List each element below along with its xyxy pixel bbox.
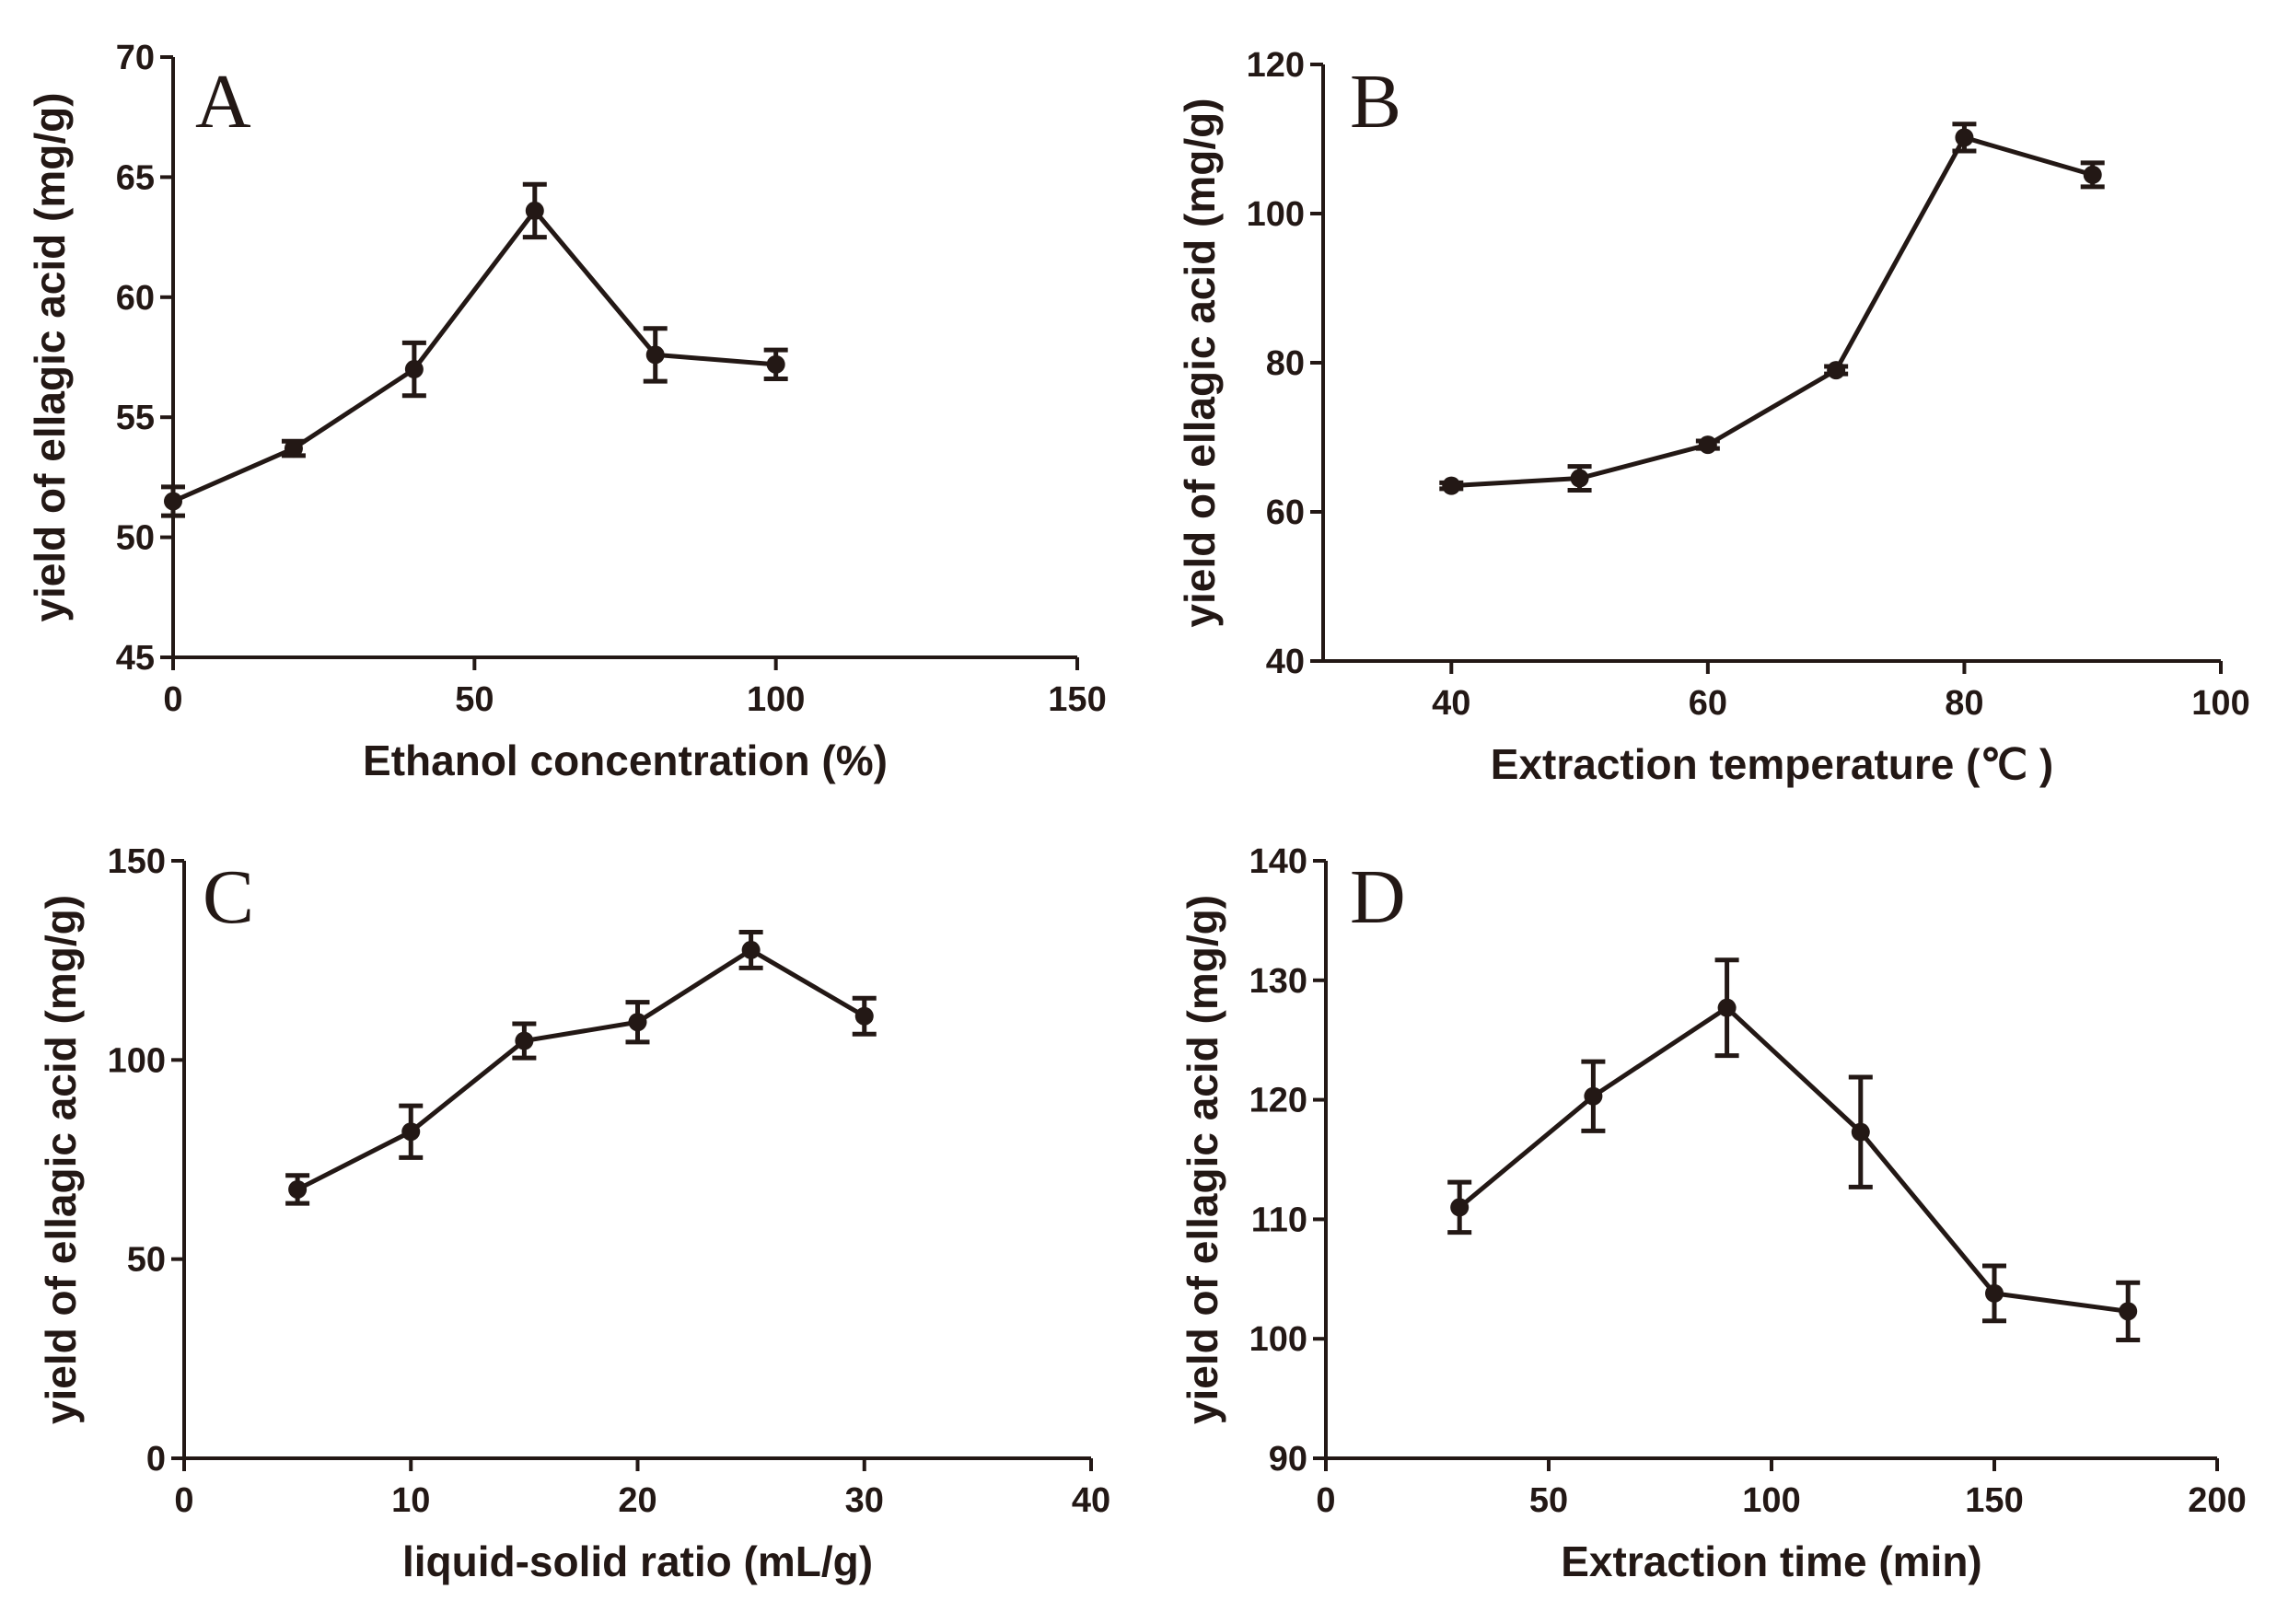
chart-panel-c: 0 50 100 150 0 10 20 30 40 liquid-solid ratio (mL… <box>37 842 1110 1585</box>
y-axis-title: yield of ellagic acid (mg/g) <box>37 895 85 1424</box>
x-tick-label: 40 <box>1072 1481 1110 1520</box>
data-point <box>766 354 785 374</box>
chart-panel-b: 40 60 80 100 120 40 60 80 100 Extraction temperat… <box>1176 46 2250 788</box>
y-tick-label: 100 <box>1247 195 1305 234</box>
x-tick-label: 80 <box>1945 684 1983 723</box>
x-tick-label: 0 <box>174 1481 193 1520</box>
data-point <box>1450 1198 1470 1217</box>
data-point <box>1851 1122 1870 1142</box>
series-line <box>1458 1004 2129 1314</box>
y-tick-label: 55 <box>116 399 155 437</box>
x-tick-label: 100 <box>2191 684 2249 723</box>
panel-letter: D <box>1350 854 1406 940</box>
x-tick-label: 150 <box>1965 1481 2023 1520</box>
y-tick-label: 60 <box>116 279 155 318</box>
data-point <box>628 1013 647 1032</box>
data-point <box>1827 361 1846 380</box>
data-point <box>645 345 665 365</box>
y-tick-label: 90 <box>1269 1440 1307 1479</box>
y-tick-label: 130 <box>1249 962 1307 1001</box>
data-point <box>401 1122 421 1142</box>
data-point <box>2119 1302 2138 1321</box>
data-point <box>1985 1283 2004 1303</box>
panel-letter: B <box>1350 59 1401 145</box>
y-axis-title: yield of ellagic acid (mg/g) <box>1179 895 1226 1424</box>
x-tick-label: 100 <box>1742 1481 1800 1520</box>
y-tick-label: 140 <box>1249 842 1307 881</box>
data-point <box>525 201 544 220</box>
y-tick-label: 80 <box>1266 344 1305 383</box>
series-line <box>171 206 776 504</box>
y-tick-label: 110 <box>1251 1201 1307 1239</box>
data-point <box>404 360 424 379</box>
x-tick-label: 60 <box>1689 684 1727 723</box>
x-tick-label: 150 <box>1048 680 1106 719</box>
y-axis-title: yield of ellagic acid (mg/g) <box>26 92 74 621</box>
x-axis-title: Ethanol concentration (%) <box>363 737 888 784</box>
y-tick-label: 40 <box>1266 643 1305 681</box>
series-line <box>1451 134 2094 489</box>
data-point <box>2083 165 2102 184</box>
x-tick-label: 10 <box>391 1481 430 1520</box>
data-point <box>1570 469 1589 488</box>
y-tick-label: 120 <box>1249 1082 1307 1120</box>
y-tick-label: 0 <box>146 1440 166 1479</box>
x-axis-title: Extraction time (min) <box>1561 1537 1982 1585</box>
x-tick-label: 200 <box>2188 1481 2246 1520</box>
y-tick-label: 65 <box>116 158 155 197</box>
data-point <box>741 940 761 959</box>
x-axis-title: Extraction temperature (℃ ) <box>1491 740 2053 788</box>
data-point <box>1955 128 1974 147</box>
x-tick-label: 50 <box>1529 1481 1568 1520</box>
y-tick-label: 70 <box>116 39 155 77</box>
x-tick-label: 20 <box>618 1481 656 1520</box>
x-axis-title: liquid-solid ratio (mL/g) <box>402 1537 873 1585</box>
y-tick-label: 100 <box>108 1041 166 1080</box>
panel-letter: A <box>195 59 251 145</box>
x-tick-label: 100 <box>747 680 805 719</box>
data-point <box>1442 476 1461 495</box>
x-tick-label: 0 <box>163 680 182 719</box>
chart-panel-d: 90 100 110 120 130 140 0 50 100 150 200 Extraction … <box>1179 842 2247 1585</box>
data-point <box>1698 435 1717 455</box>
x-tick-label: 50 <box>455 680 494 719</box>
data-point <box>288 1179 308 1199</box>
data-point <box>1717 998 1737 1017</box>
y-tick-label: 45 <box>116 639 155 678</box>
y-tick-label: 50 <box>127 1241 166 1280</box>
y-tick-label: 60 <box>1266 493 1305 532</box>
y-tick-label: 150 <box>108 842 166 881</box>
data-point <box>164 492 182 511</box>
y-axis-title: yield of ellagic acid (mg/g) <box>1176 98 1224 627</box>
series-line <box>296 946 866 1192</box>
data-point <box>515 1031 534 1050</box>
chart-panel-a: 45 50 55 60 65 70 0 50 100 150 Ethanol concentrati… <box>26 39 1107 784</box>
data-point <box>1584 1086 1603 1106</box>
y-tick-label: 100 <box>1249 1320 1307 1359</box>
panel-letter: C <box>203 854 254 940</box>
y-tick-label: 50 <box>116 519 155 558</box>
y-tick-label: 120 <box>1247 46 1305 85</box>
x-tick-label: 40 <box>1432 684 1470 723</box>
x-tick-label: 0 <box>1316 1481 1335 1520</box>
x-tick-label: 30 <box>845 1481 884 1520</box>
data-point <box>284 439 303 458</box>
data-point <box>854 1006 874 1026</box>
